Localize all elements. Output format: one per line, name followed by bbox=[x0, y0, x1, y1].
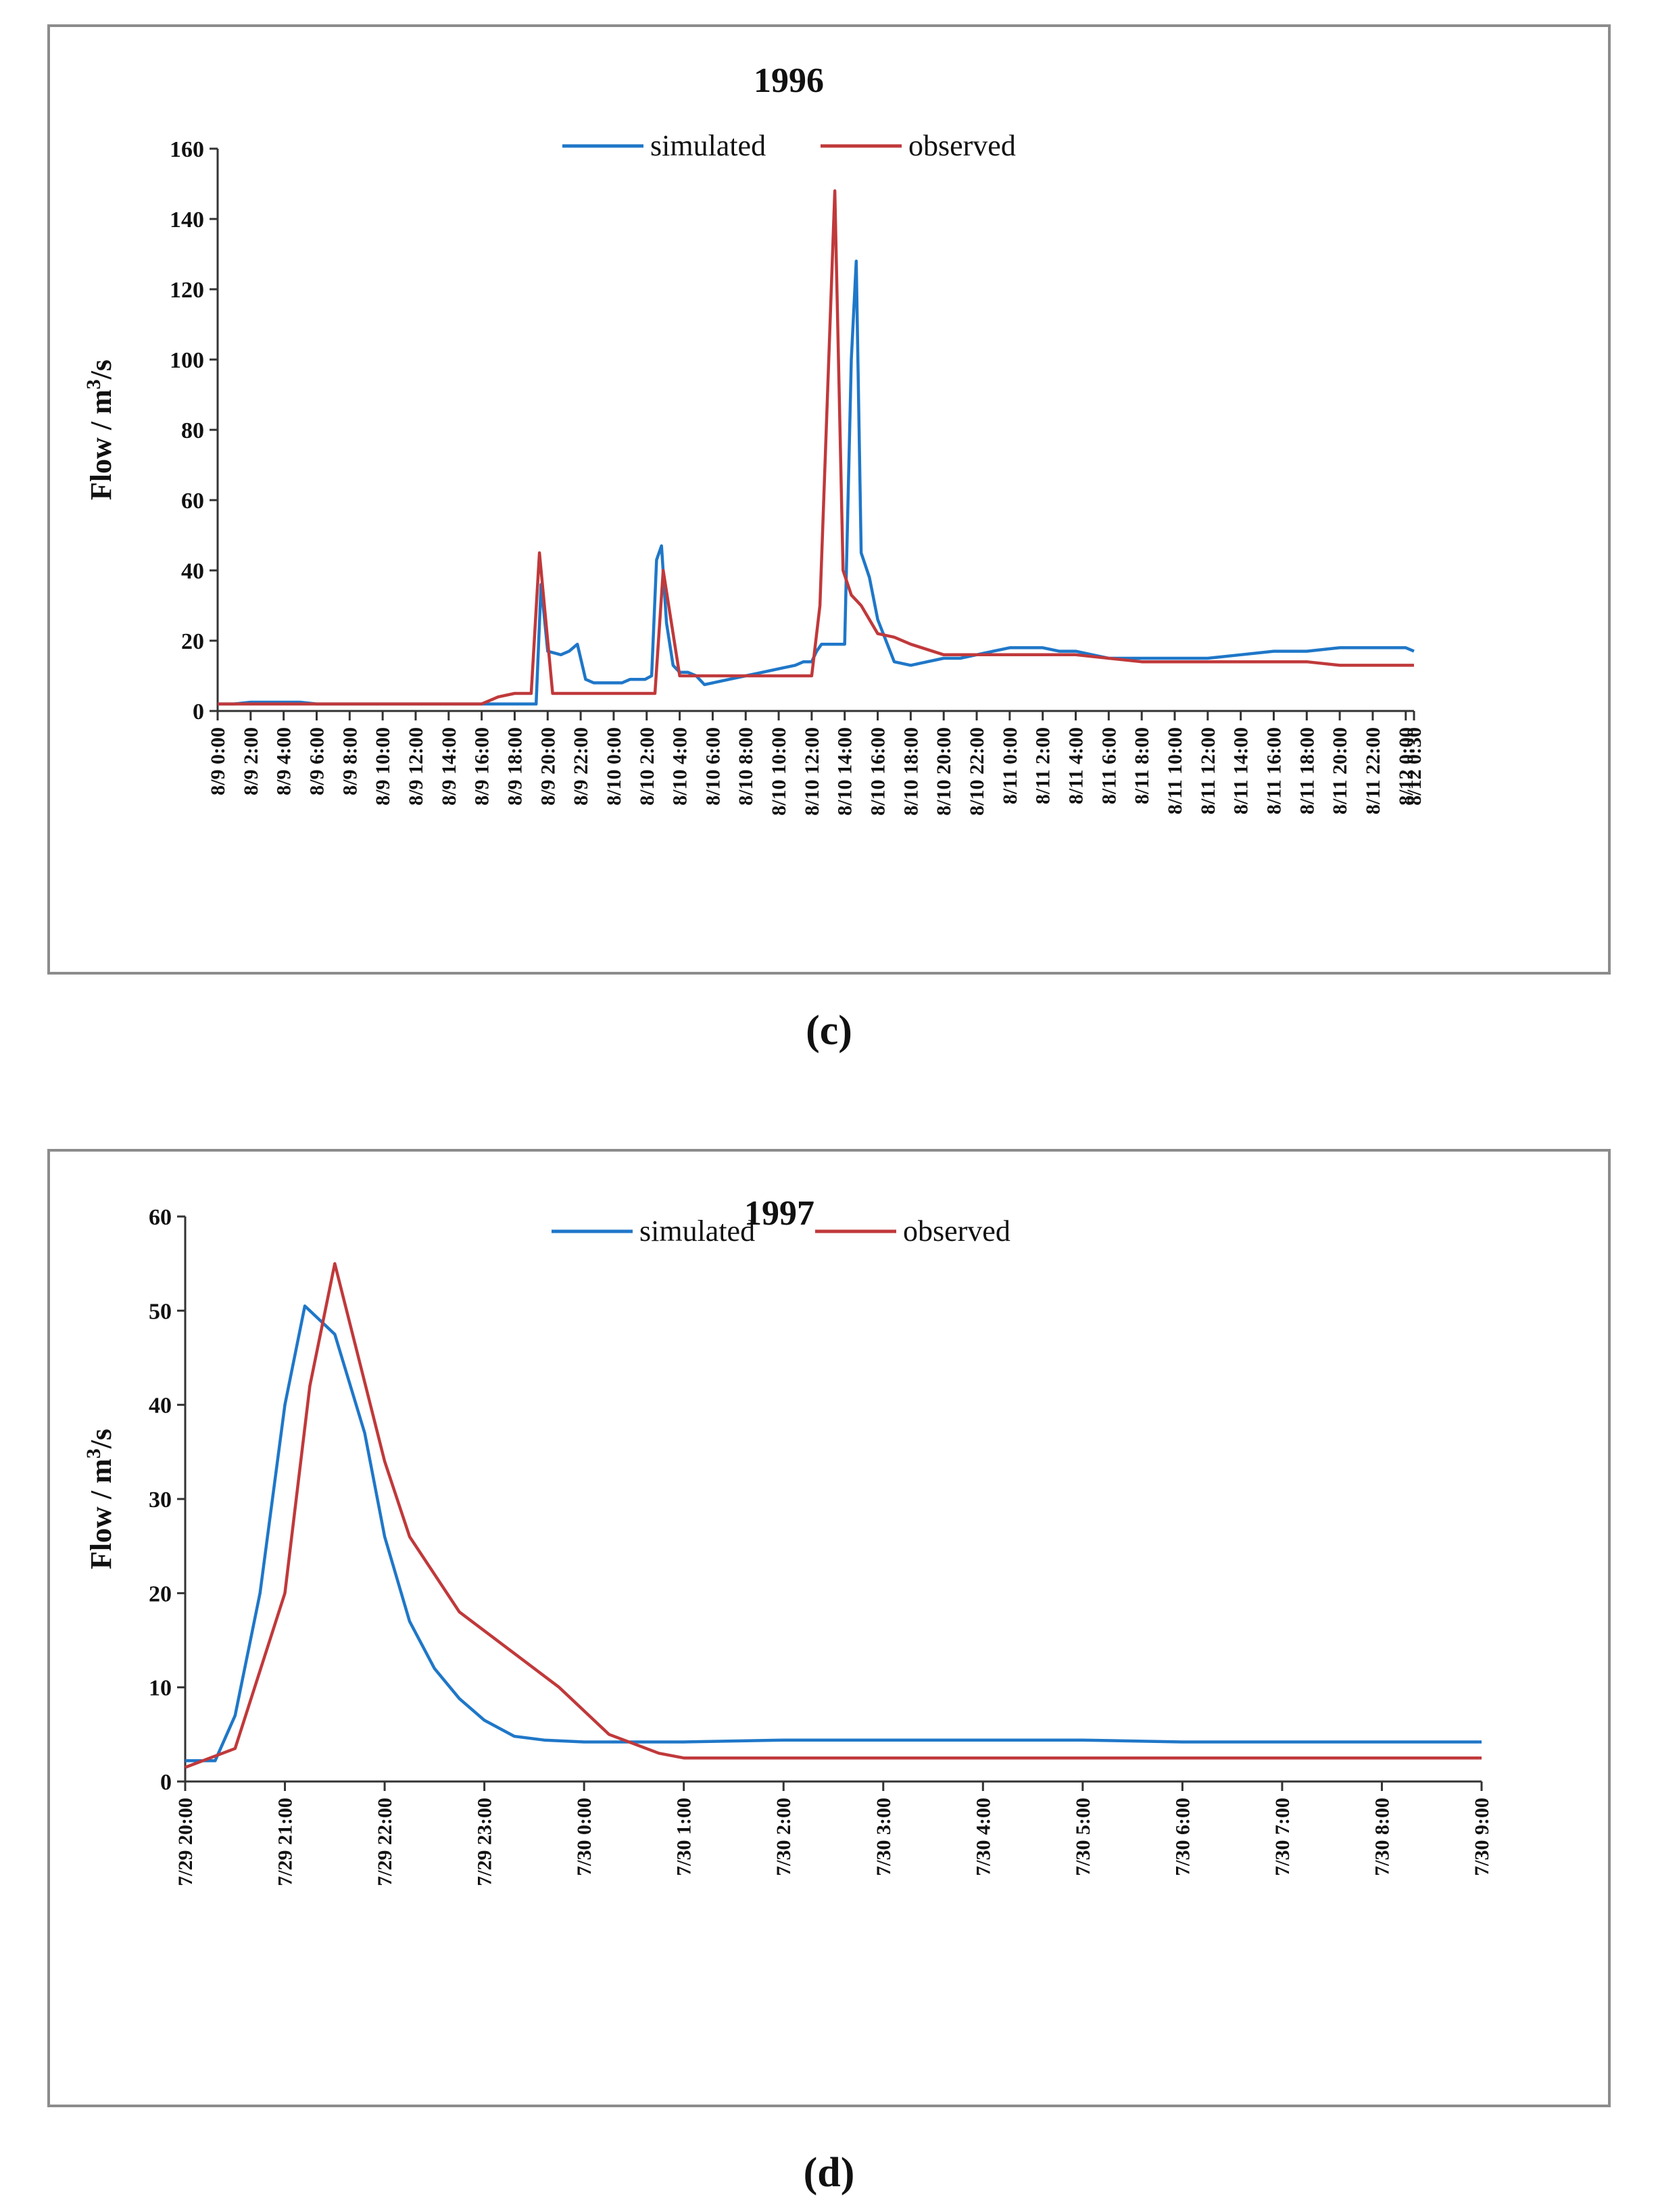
y-tick-label: 160 bbox=[170, 137, 204, 162]
x-tick-label: 8/11 22:00 bbox=[1362, 727, 1384, 814]
y-tick-label: 140 bbox=[170, 207, 204, 232]
x-tick-label: 7/30 1:00 bbox=[673, 1798, 696, 1876]
x-tick-label: 7/29 22:00 bbox=[374, 1798, 396, 1886]
y-axis-label-0: Flow / m3/s bbox=[82, 360, 118, 500]
x-tick-label: 8/10 22:00 bbox=[966, 727, 988, 816]
legend-label-simulated: simulated bbox=[650, 129, 766, 162]
x-tick-label: 7/30 4:00 bbox=[972, 1798, 994, 1876]
chart-title-0: 1996 bbox=[754, 62, 824, 100]
x-tick-label: 7/29 21:00 bbox=[274, 1798, 297, 1886]
caption-d: (d) bbox=[803, 2150, 855, 2196]
chart-panel-1996: 1996 0 20 40 60 80 100 120 140 160 8/9 0:00 8/9 2:0… bbox=[47, 24, 1611, 975]
x-tick-label: 8/9 0:00 bbox=[207, 727, 229, 795]
x-tick-label: 8/10 8:00 bbox=[735, 727, 757, 806]
x-tick-label: 7/30 8:00 bbox=[1371, 1798, 1393, 1876]
x-tick-label: 8/11 2:00 bbox=[1032, 727, 1054, 804]
chart-1996: 1996 0 20 40 60 80 100 120 140 160 8/9 0:00 8/9 2:0… bbox=[82, 62, 1425, 816]
legend-label-observed: observed bbox=[903, 1214, 1010, 1248]
x-tick-label: 8/10 0:00 bbox=[603, 727, 625, 806]
series-line-observed bbox=[185, 1262, 1482, 1769]
y-tick-label: 40 bbox=[149, 1394, 172, 1419]
x-tick-label: 8/11 4:00 bbox=[1065, 727, 1088, 804]
chart-panel-1997: 1997 0 10 20 30 40 50 60 7/29 20:00 7/29 21:00 7/2… bbox=[47, 1149, 1611, 2107]
x-tick-label: 8/11 14:00 bbox=[1230, 727, 1252, 814]
x-tick-label: 7/30 9:00 bbox=[1471, 1798, 1493, 1876]
chart-1997: 1997 0 10 20 30 40 50 60 7/29 20:00 7/29 21:00 7/2… bbox=[82, 1194, 1493, 1886]
x-tick-label: 8/10 6:00 bbox=[702, 727, 724, 806]
x-tick-label: 8/10 10:00 bbox=[768, 727, 790, 816]
x-tick-label: 7/30 0:00 bbox=[573, 1798, 595, 1876]
x-tick-label: 7/30 7:00 bbox=[1271, 1798, 1294, 1876]
x-tick-label: 8/10 14:00 bbox=[834, 727, 856, 816]
x-tick-label: 8/9 4:00 bbox=[273, 727, 295, 795]
x-tick-label: 7/30 3:00 bbox=[873, 1798, 895, 1876]
x-tick-label: 8/10 18:00 bbox=[900, 727, 922, 816]
x-tick-label: 8/10 4:00 bbox=[669, 727, 691, 806]
y-tick-label: 40 bbox=[181, 559, 204, 584]
x-tick-label: 8/11 12:00 bbox=[1197, 727, 1219, 814]
x-tick-label: 7/30 5:00 bbox=[1072, 1798, 1094, 1876]
x-tick-label: 8/9 8:00 bbox=[339, 727, 361, 795]
x-tick-label: 8/10 2:00 bbox=[636, 727, 658, 806]
x-tick-label: 8/12 0:00 bbox=[1395, 727, 1417, 806]
x-tick-label: 8/11 16:00 bbox=[1263, 727, 1285, 814]
x-tick-label: 8/9 12:00 bbox=[405, 727, 427, 806]
series-line-observed bbox=[218, 189, 1414, 706]
x-tick-label: 8/11 0:00 bbox=[999, 727, 1021, 804]
x-tick-label: 8/11 20:00 bbox=[1329, 727, 1351, 814]
y-tick-label: 0 bbox=[193, 699, 204, 724]
y-axis-label-base: Flow / m bbox=[84, 389, 118, 500]
y-axis-label-base: Flow / m bbox=[84, 1458, 118, 1569]
x-tick-label: 8/9 6:00 bbox=[306, 727, 328, 795]
x-tick-label: 8/11 10:00 bbox=[1164, 727, 1186, 814]
x-tick-label: 8/9 20:00 bbox=[537, 727, 559, 806]
y-axis-label-superscript: 3 bbox=[82, 379, 105, 389]
x-tick-label: 8/9 18:00 bbox=[504, 727, 526, 806]
x-tick-label: 8/12 0:30 bbox=[1403, 727, 1425, 806]
y-tick-label: 60 bbox=[181, 489, 204, 514]
x-tick-label: 8/9 2:00 bbox=[240, 727, 262, 795]
x-tick-label: 8/9 16:00 bbox=[471, 727, 493, 806]
y-tick-label: 0 bbox=[160, 1770, 172, 1795]
x-tick-label: 8/10 12:00 bbox=[801, 727, 823, 816]
y-tick-label: 20 bbox=[149, 1581, 172, 1606]
y-tick-label: 80 bbox=[181, 418, 204, 443]
x-tick-label: 8/11 6:00 bbox=[1098, 727, 1120, 804]
y-axis-label-tail: /s bbox=[84, 1429, 118, 1449]
y-axis-label-1: Flow / m3/s bbox=[82, 1429, 118, 1569]
caption-c: (c) bbox=[806, 1008, 852, 1054]
x-tick-label: 8/9 14:00 bbox=[438, 727, 460, 806]
x-tick-label: 8/10 20:00 bbox=[933, 727, 955, 816]
series-line-simulated bbox=[185, 1304, 1482, 1763]
y-tick-label: 30 bbox=[149, 1488, 172, 1513]
y-axis-label-tail: /s bbox=[84, 360, 118, 380]
x-tick-label: 8/11 18:00 bbox=[1296, 727, 1318, 814]
y-tick-label: 120 bbox=[170, 278, 204, 303]
y-tick-label: 50 bbox=[149, 1299, 172, 1324]
y-tick-label: 60 bbox=[149, 1205, 172, 1230]
x-tick-label: 8/9 10:00 bbox=[372, 727, 394, 806]
y-tick-label: 100 bbox=[170, 348, 204, 373]
legend-label-simulated: simulated bbox=[639, 1214, 755, 1248]
legend-label-observed: observed bbox=[908, 129, 1016, 162]
x-tick-label: 8/9 22:00 bbox=[570, 727, 592, 806]
x-tick-label: 7/30 2:00 bbox=[773, 1798, 795, 1876]
x-tick-label: 7/29 20:00 bbox=[174, 1798, 197, 1886]
y-tick-label: 20 bbox=[181, 629, 204, 654]
chart-title-1: 1997 bbox=[744, 1194, 814, 1233]
x-tick-label: 7/29 23:00 bbox=[474, 1798, 496, 1886]
y-tick-label: 10 bbox=[149, 1676, 172, 1701]
x-tick-label: 7/30 6:00 bbox=[1171, 1798, 1194, 1876]
x-tick-label: 8/10 16:00 bbox=[867, 727, 889, 816]
x-tick-label: 8/11 8:00 bbox=[1131, 727, 1153, 804]
y-axis-label-superscript: 3 bbox=[82, 1448, 105, 1458]
